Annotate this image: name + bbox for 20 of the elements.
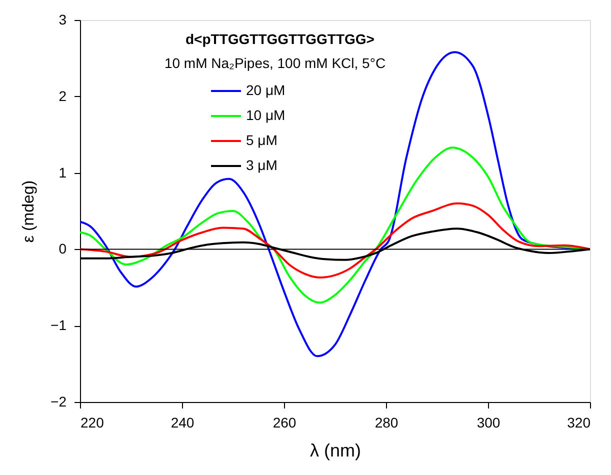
legend-label: 20 μM xyxy=(246,82,286,98)
x-tick-label: 260 xyxy=(272,414,296,430)
y-tick-label: 0 xyxy=(58,240,67,257)
y-tick-label: 1 xyxy=(58,164,67,180)
annotation: d<pTTGGTTGGTTGGTTGG> xyxy=(186,31,374,47)
y-tick-label: −2 xyxy=(50,394,67,410)
legend-label: 5 μM xyxy=(246,132,278,148)
x-tick-label: 220 xyxy=(80,414,104,430)
x-tick-label: 280 xyxy=(374,414,398,430)
y-tick-label: 2 xyxy=(58,88,67,104)
annotation: 10 mM Na₂Pipes, 100 mM KCl, 5°C xyxy=(164,55,386,71)
legend-label: 3 μM xyxy=(246,157,278,173)
x-tick-label: 320 xyxy=(567,414,591,430)
x-tick-label: 300 xyxy=(476,414,500,430)
x-axis-title: λ (nm) xyxy=(310,440,361,460)
y-tick-label: 3 xyxy=(58,12,67,28)
legend-label: 10 μM xyxy=(246,107,286,123)
y-axis-title: ε (mdeg) xyxy=(20,180,38,243)
x-tick-label: 240 xyxy=(170,414,194,430)
y-tick-label: −1 xyxy=(50,317,67,334)
